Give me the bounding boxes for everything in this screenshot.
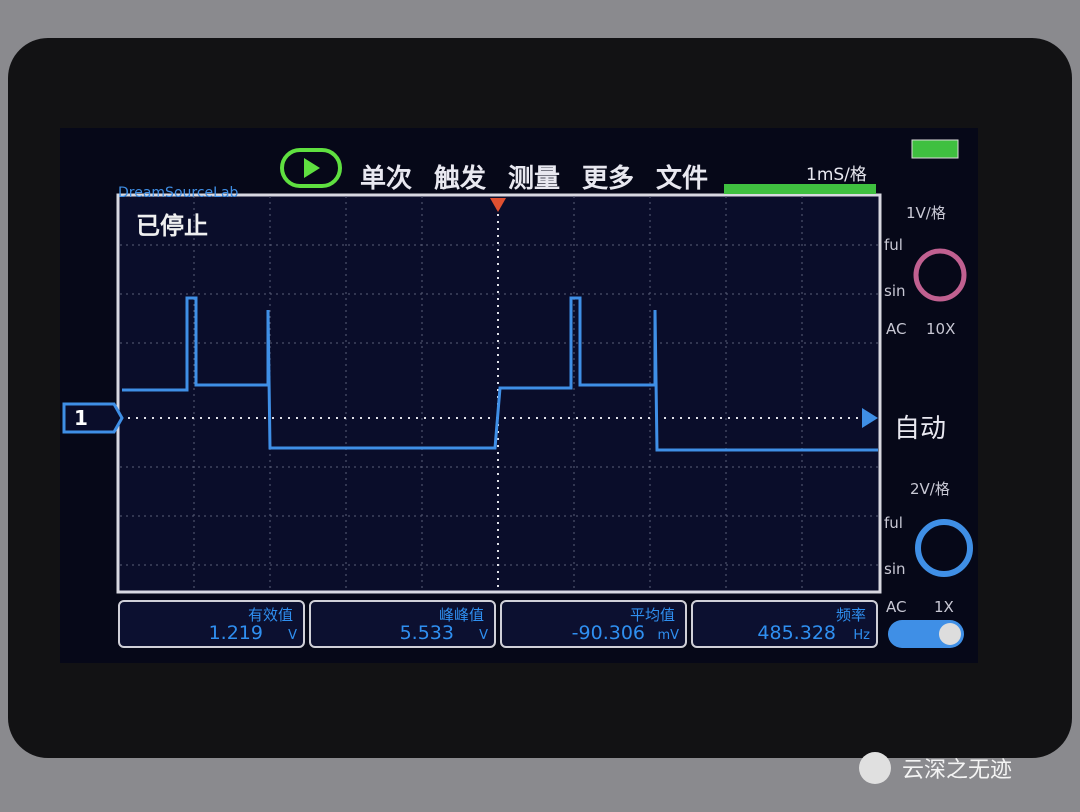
menu-item[interactable]: 触发 [434, 164, 487, 194]
measurement-label: 频率 [835, 606, 866, 624]
menu-item[interactable]: 单次 [360, 164, 413, 194]
waveform [122, 296, 878, 452]
measurement-value: 5.533 [399, 622, 454, 644]
trigger-mode[interactable]: 自动 [894, 414, 947, 444]
ch1-coupling: AC [886, 320, 907, 338]
ch2-probe: 1X [934, 598, 954, 616]
menu-item[interactable]: 文件 [656, 164, 709, 194]
measurement-box: 有效值 1.219 V [118, 600, 305, 648]
measurement-box: 峰峰值 5.533 V [309, 600, 496, 648]
ch2-coupling: AC [886, 598, 907, 616]
measurement-unit: Hz [853, 628, 870, 643]
measurement-unit: V [479, 628, 488, 643]
measurement-unit: mV [657, 628, 679, 643]
measurement-value: -90.306 [571, 622, 645, 644]
ch1-scale: 1V/格 [906, 204, 946, 222]
channel-marker [62, 402, 124, 434]
trigger-marker [490, 198, 506, 212]
run-icon [304, 158, 320, 178]
ch2-label: sin [884, 560, 906, 578]
measurement-unit: V [288, 628, 297, 643]
run-button[interactable] [280, 148, 342, 188]
measurement-value: 485.328 [757, 622, 836, 644]
status: 已停止 [136, 212, 208, 240]
menu-item[interactable]: 更多 [582, 164, 635, 194]
measurement-label: 平均值 [629, 606, 675, 624]
menu-item[interactable]: 测量 [508, 164, 561, 194]
battery [911, 139, 959, 159]
ch1-probe: 10X [926, 320, 956, 338]
trigger-level [862, 408, 878, 428]
memory-bar [724, 184, 876, 194]
ch1-label: ful [884, 236, 903, 254]
measurement-label: 有效值 [247, 606, 293, 624]
toggle-knob [939, 623, 961, 645]
measurement-value: 1.219 [208, 622, 263, 644]
ch2-knob[interactable] [915, 519, 973, 577]
measurement-box: 频率 485.328 Hz [691, 600, 878, 648]
watermark: 云深之无迹 [902, 758, 1013, 783]
channel-label: 1 [74, 406, 88, 430]
ch2-scale: 2V/格 [910, 480, 950, 498]
watermark-icon [859, 752, 891, 784]
brand: DreamSourceLab [118, 185, 239, 201]
ch1-label: sin [884, 282, 906, 300]
measurement-label: 峰峰值 [438, 606, 484, 624]
ch1-knob[interactable] [913, 248, 967, 302]
timebase: 1mS/格 [806, 165, 867, 185]
ch2-label: ful [884, 514, 903, 532]
measurement-box: 平均值 -90.306 mV [500, 600, 687, 648]
